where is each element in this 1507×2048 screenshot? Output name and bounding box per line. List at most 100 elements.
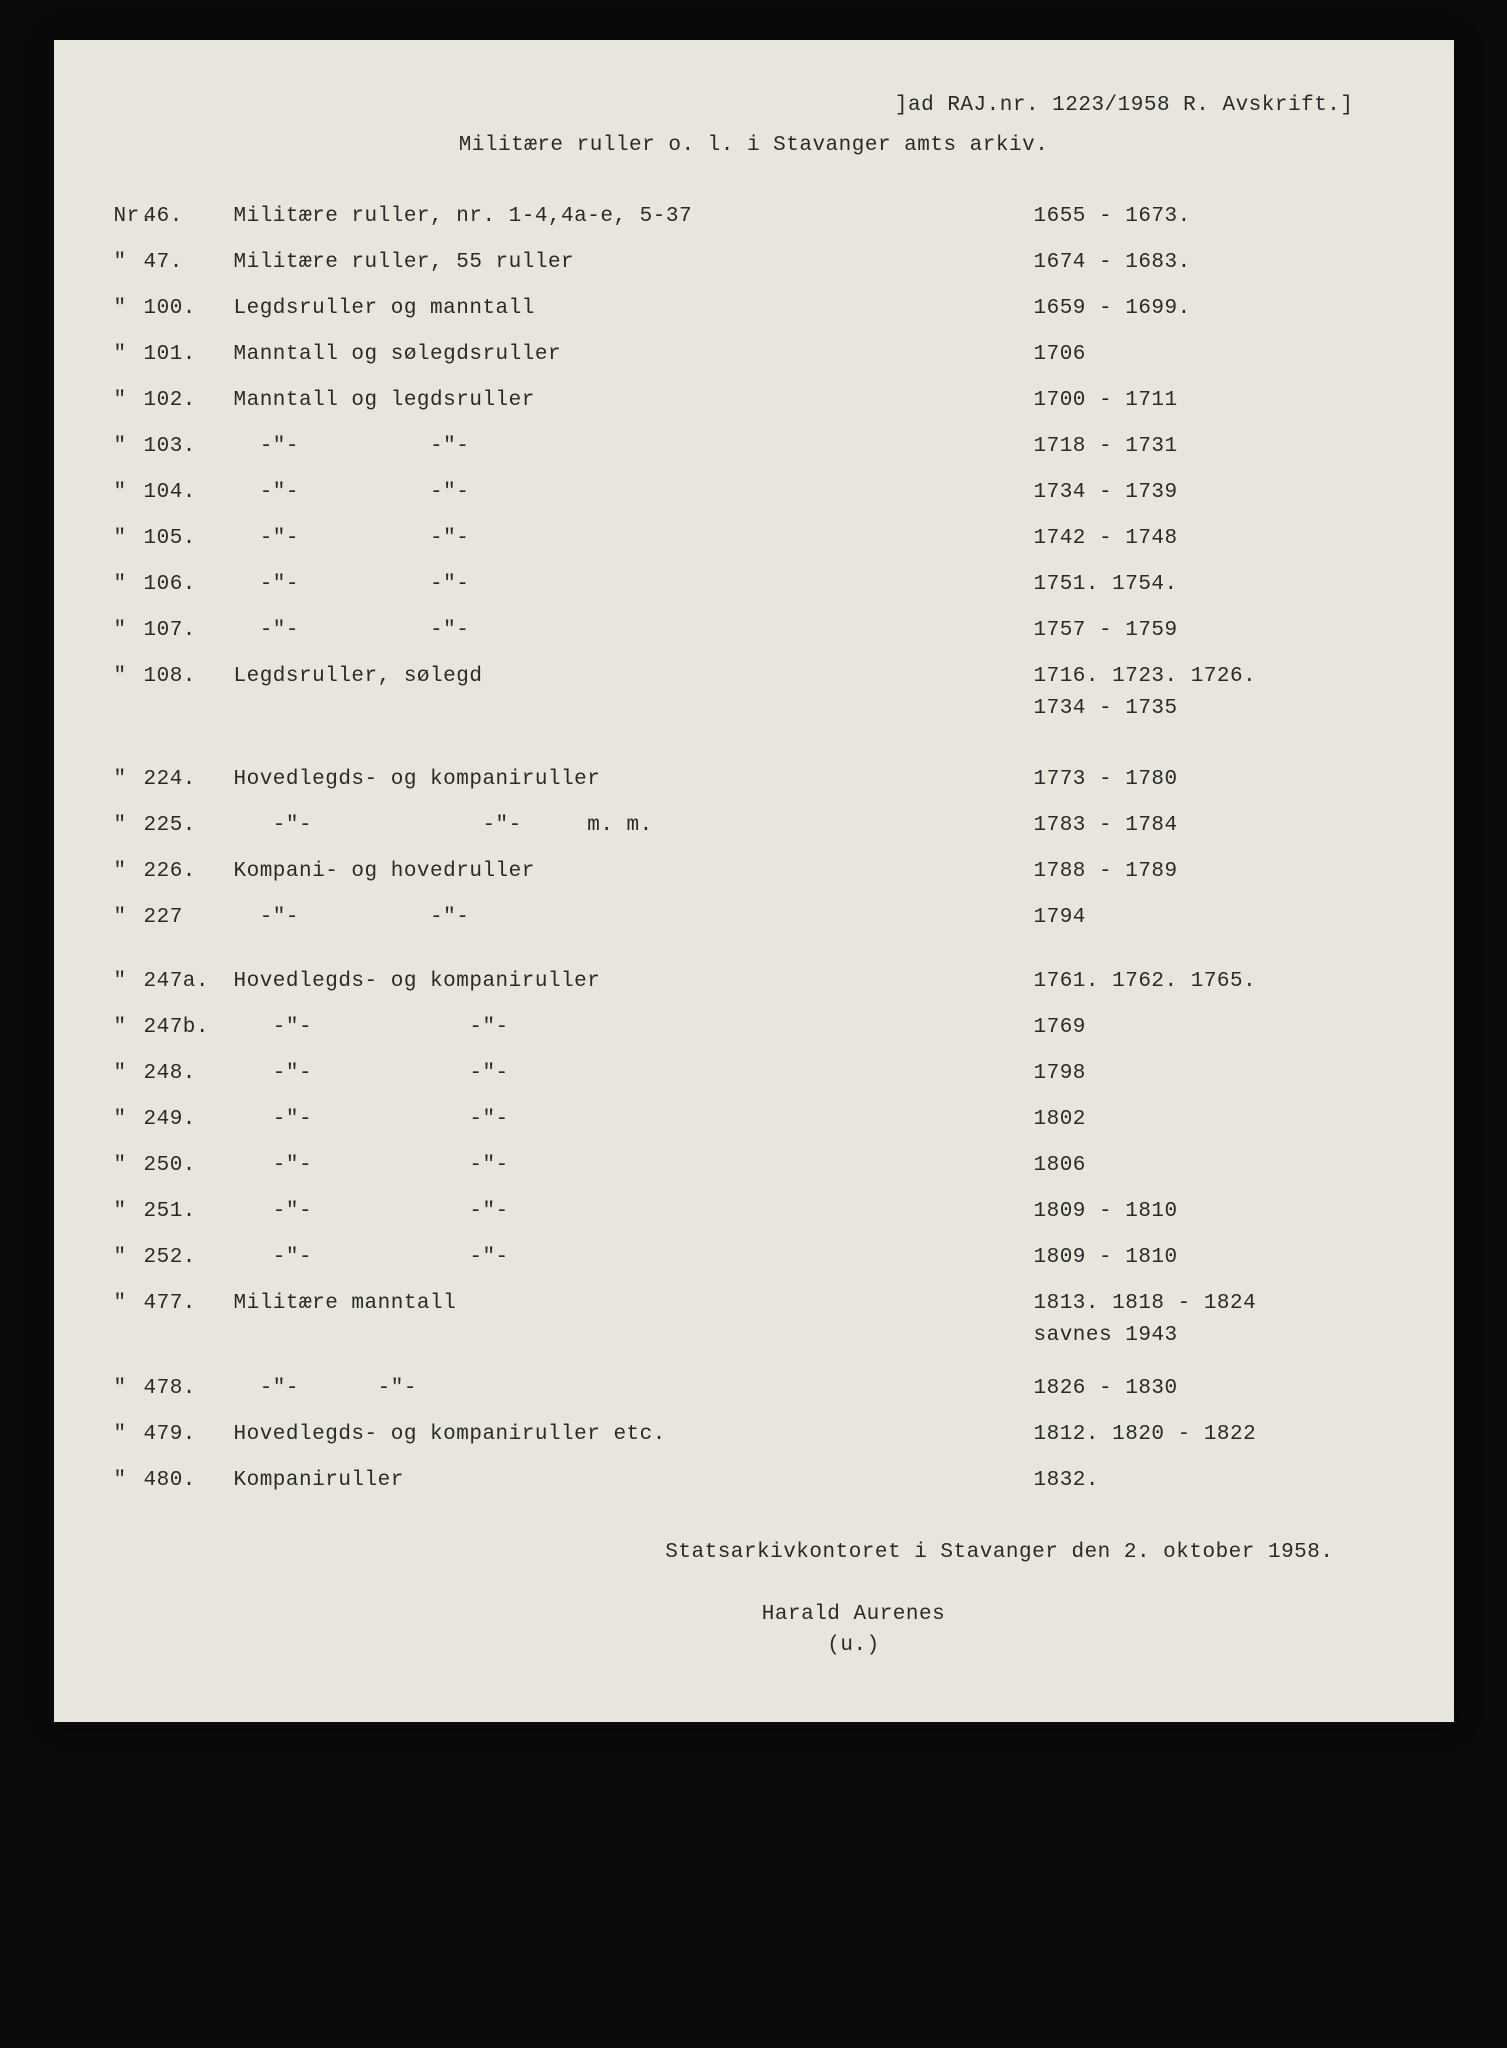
entry-dates: 1812. 1820 - 1822 <box>1034 1419 1394 1451</box>
entry-row: "106. -"- -"-1751. 1754. <box>114 569 1394 601</box>
entry-mark: " <box>114 1465 144 1497</box>
entry-dates: 1655 - 1673. <box>1034 201 1394 233</box>
entry-description: -"- -"- <box>234 431 1034 463</box>
entry-mark: " <box>114 1104 144 1136</box>
entry-number: 46. <box>144 201 234 233</box>
entry-number: 225. <box>144 810 234 842</box>
entry-number: 108. <box>144 661 234 693</box>
entry-description: Militære ruller, nr. 1-4,4a-e, 5-37 <box>234 201 1034 233</box>
entry-description: -"- -"- <box>234 1242 1034 1274</box>
entry-number: 224. <box>144 764 234 796</box>
entry-mark: " <box>114 1419 144 1451</box>
entry-number: 477. <box>144 1288 234 1320</box>
entry-number: 248. <box>144 1058 234 1090</box>
entry-dates: 1826 - 1830 <box>1034 1373 1394 1405</box>
entry-mark: " <box>114 385 144 417</box>
entry-description: -"- -"- <box>234 902 1034 934</box>
entry-dates: 1716. 1723. 1726. 1734 - 1735 <box>1034 661 1394 724</box>
entry-mark: " <box>114 902 144 934</box>
entry-dates: 1718 - 1731 <box>1034 431 1394 463</box>
entry-dates: 1773 - 1780 <box>1034 764 1394 796</box>
entry-number: 252. <box>144 1242 234 1274</box>
entry-description: Legdsruller og manntall <box>234 293 1034 325</box>
entry-description: Militære ruller, 55 ruller <box>234 247 1034 279</box>
entry-dates: 1734 - 1739 <box>1034 477 1394 509</box>
entry-row: Nr.46.Militære ruller, nr. 1-4,4a-e, 5-3… <box>114 201 1394 233</box>
entry-dates: 1783 - 1784 <box>1034 810 1394 842</box>
entry-description: -"- -"- <box>234 523 1034 555</box>
entry-mark: " <box>114 431 144 463</box>
entry-row: "227 -"- -"-1794 <box>114 902 1394 934</box>
entry-description: -"- -"- <box>234 615 1034 647</box>
entry-row: "225. -"- -"- m. m.1783 - 1784 <box>114 810 1394 842</box>
entry-dates: 1742 - 1748 <box>1034 523 1394 555</box>
entry-number: 47. <box>144 247 234 279</box>
entry-dates: 1806 <box>1034 1150 1394 1182</box>
entries-list: Nr.46.Militære ruller, nr. 1-4,4a-e, 5-3… <box>114 201 1394 1497</box>
entry-number: 247a. <box>144 966 234 998</box>
entry-dates: 1659 - 1699. <box>1034 293 1394 325</box>
entry-row: "479.Hovedlegds- og kompaniruller etc.18… <box>114 1419 1394 1451</box>
entry-description: Manntall og sølegdsruller <box>234 339 1034 371</box>
entry-mark: " <box>114 339 144 371</box>
entry-mark: " <box>114 810 144 842</box>
header-reference: ]ad RAJ.nr. 1223/1958 R. Avskrift.] <box>114 90 1394 122</box>
entry-number: 251. <box>144 1196 234 1228</box>
entry-row: "247b. -"- -"-1769 <box>114 1012 1394 1044</box>
entry-description: -"- -"- <box>234 1104 1034 1136</box>
entry-dates: 1794 <box>1034 902 1394 934</box>
entry-dates: 1802 <box>1034 1104 1394 1136</box>
entry-description: Hovedlegds- og kompaniruller <box>234 966 1034 998</box>
entry-dates: 1813. 1818 - 1824 savnes 1943 <box>1034 1288 1394 1351</box>
document-page: ]ad RAJ.nr. 1223/1958 R. Avskrift.] Mili… <box>54 40 1454 1722</box>
entry-row: "226.Kompani- og hovedruller1788 - 1789 <box>114 856 1394 888</box>
entry-row: "249. -"- -"-1802 <box>114 1104 1394 1136</box>
entry-number: 106. <box>144 569 234 601</box>
entry-row: "251. -"- -"-1809 - 1810 <box>114 1196 1394 1228</box>
entry-row: "480.Kompaniruller1832. <box>114 1465 1394 1497</box>
entry-row: "101.Manntall og sølegdsruller1706 <box>114 339 1394 371</box>
entry-mark: " <box>114 1150 144 1182</box>
entry-row: "102.Manntall og legdsruller1700 - 1711 <box>114 385 1394 417</box>
entry-dates: 1757 - 1759 <box>1034 615 1394 647</box>
entry-number: 247b. <box>144 1012 234 1044</box>
entry-number: 478. <box>144 1373 234 1405</box>
entry-dates: 1798 <box>1034 1058 1394 1090</box>
entry-mark: " <box>114 615 144 647</box>
entry-description: -"- -"- m. m. <box>234 810 1034 842</box>
entry-row: "252. -"- -"-1809 - 1810 <box>114 1242 1394 1274</box>
entry-row: "224.Hovedlegds- og kompaniruller1773 - … <box>114 764 1394 796</box>
entry-mark: " <box>114 966 144 998</box>
entry-number: 226. <box>144 856 234 888</box>
entry-mark: " <box>114 1196 144 1228</box>
entry-description: Hovedlegds- og kompaniruller etc. <box>234 1419 1034 1451</box>
entry-number: 250. <box>144 1150 234 1182</box>
entry-mark: " <box>114 477 144 509</box>
entry-description: Manntall og legdsruller <box>234 385 1034 417</box>
entry-row: "100.Legdsruller og manntall1659 - 1699. <box>114 293 1394 325</box>
entry-number: 107. <box>144 615 234 647</box>
entry-row: "477.Militære manntall1813. 1818 - 1824 … <box>114 1288 1394 1351</box>
entry-description: -"- -"- <box>234 1373 1034 1405</box>
entry-mark: " <box>114 1288 144 1320</box>
entry-row: "104. -"- -"-1734 - 1739 <box>114 477 1394 509</box>
entry-row: "248. -"- -"-1798 <box>114 1058 1394 1090</box>
entry-row: "47.Militære ruller, 55 ruller1674 - 168… <box>114 247 1394 279</box>
entry-mark: " <box>114 569 144 601</box>
entry-description: -"- -"- <box>234 1150 1034 1182</box>
entry-mark: " <box>114 661 144 693</box>
entry-mark: Nr. <box>114 201 144 233</box>
entry-number: 103. <box>144 431 234 463</box>
entry-number: 101. <box>144 339 234 371</box>
entry-description: Kompaniruller <box>234 1465 1034 1497</box>
entry-row: "247a.Hovedlegds- og kompaniruller1761. … <box>114 966 1394 998</box>
entry-dates: 1809 - 1810 <box>1034 1196 1394 1228</box>
entry-number: 102. <box>144 385 234 417</box>
entry-dates: 1761. 1762. 1765. <box>1034 966 1394 998</box>
entry-number: 227 <box>144 902 234 934</box>
entry-row: "105. -"- -"-1742 - 1748 <box>114 523 1394 555</box>
entry-mark: " <box>114 1012 144 1044</box>
entry-description: -"- -"- <box>234 1058 1034 1090</box>
entry-number: 480. <box>144 1465 234 1497</box>
entry-gap <box>114 948 1394 966</box>
